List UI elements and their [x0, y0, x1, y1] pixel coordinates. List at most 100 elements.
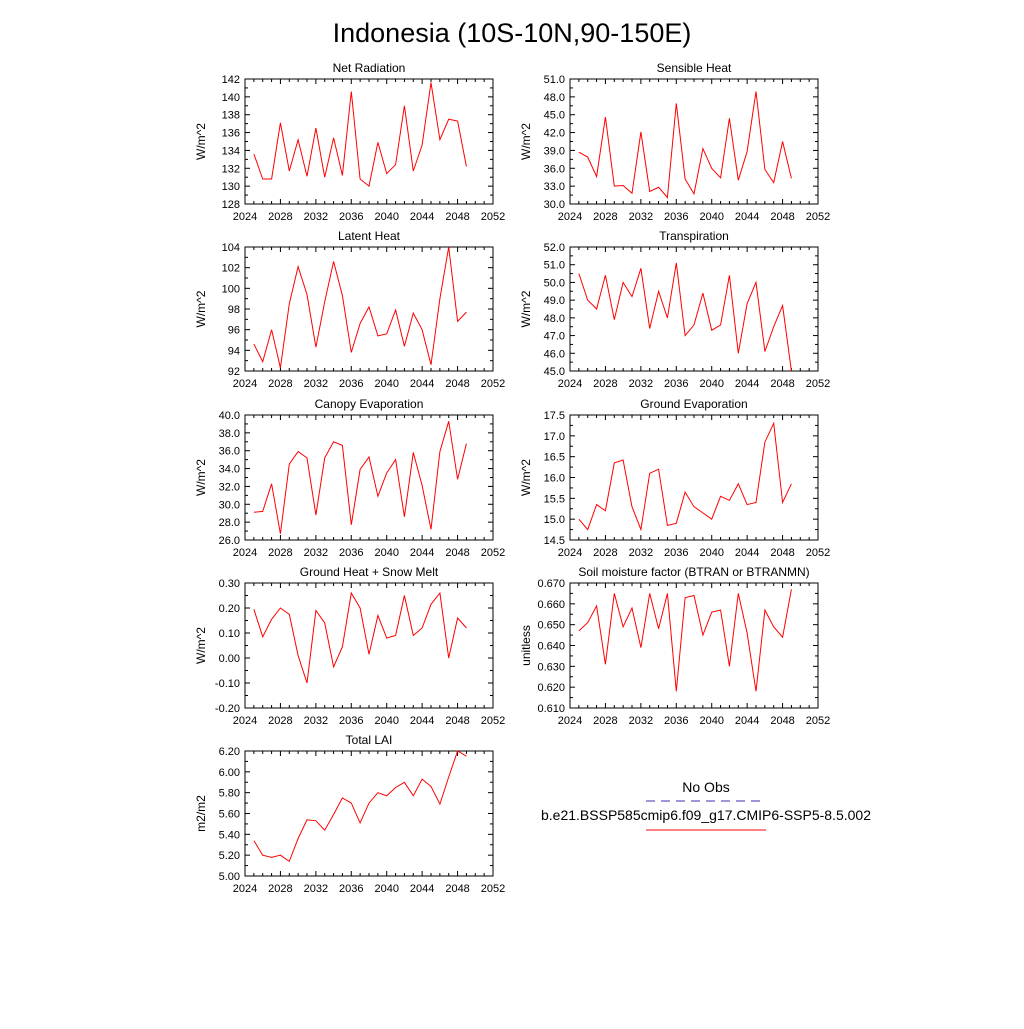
- y-tick-label: 140: [222, 92, 240, 104]
- y-tick-label: 92: [228, 366, 240, 378]
- y-tick-label: 34.0: [219, 464, 240, 476]
- plot-frame: [244, 582, 494, 709]
- panel-5: Canopy Evaporation W/m^2 2024 2028 2032 2036 2…: [194, 397, 505, 559]
- x-tick-label: 2052: [481, 715, 505, 727]
- x-tick-label: 2052: [481, 547, 505, 559]
- y-tick-label: 136: [222, 128, 240, 140]
- x-tick-label: 2036: [664, 547, 688, 559]
- x-tick-label: 2048: [770, 715, 794, 727]
- x-tick-label: 2032: [304, 883, 328, 895]
- y-tick-label: 0.630: [537, 661, 565, 673]
- x-tick-label: 2028: [268, 715, 292, 727]
- y-tick-label: 33.0: [544, 181, 565, 193]
- x-tick-label: 2036: [664, 378, 688, 390]
- x-tick-label: 2028: [593, 378, 617, 390]
- x-tick-label: 2036: [339, 883, 363, 895]
- y-tick-label: 52.0: [544, 242, 565, 254]
- x-tick-label: 2024: [233, 547, 257, 559]
- series-line: [253, 421, 467, 534]
- y-tick-label: 40.0: [219, 410, 240, 422]
- x-tick-label: 2032: [629, 378, 653, 390]
- y-tick-label: 49.0: [544, 295, 565, 307]
- panel-2: Sensible Heat W/m^2 2024 2028 2032 2036 2040 20…: [519, 61, 830, 223]
- y-tick-label: 132: [222, 163, 240, 175]
- y-tick-label: 36.0: [544, 163, 565, 175]
- y-axis-label: W/m^2: [194, 459, 208, 496]
- y-tick-label: 142: [222, 74, 240, 86]
- figure-title: Indonesia (10S-10N,90-150E): [333, 18, 692, 48]
- panel-title: Ground Evaporation: [640, 397, 747, 411]
- x-tick-label: 2052: [806, 715, 830, 727]
- y-tick-label: 6.00: [219, 767, 240, 779]
- y-axis-label: W/m^2: [194, 627, 208, 664]
- x-tick-label: 2024: [233, 715, 257, 727]
- x-tick-label: 2028: [268, 883, 292, 895]
- x-tick-label: 2044: [410, 715, 434, 727]
- y-tick-label: 5.00: [219, 871, 240, 883]
- y-tick-label: 30.0: [219, 499, 240, 511]
- y-axis-label: W/m^2: [194, 290, 208, 327]
- series-line: [578, 589, 792, 692]
- x-tick-label: 2052: [806, 547, 830, 559]
- x-tick-label: 2036: [339, 715, 363, 727]
- x-tick-label: 2032: [629, 547, 653, 559]
- y-tick-label: 14.5: [544, 535, 565, 547]
- x-tick-label: 2028: [593, 547, 617, 559]
- x-tick-label: 2040: [699, 378, 723, 390]
- y-tick-label: 17.5: [544, 410, 565, 422]
- x-tick-label: 2032: [629, 715, 653, 727]
- y-tick-label: 5.40: [219, 829, 240, 841]
- x-tick-label: 2044: [735, 378, 759, 390]
- y-tick-label: 134: [222, 145, 240, 157]
- panel-4: Transpiration W/m^2 2024 2028 2032 2036 2040 20…: [519, 229, 830, 390]
- y-tick-label: 98: [228, 304, 240, 316]
- x-tick-label: 2040: [374, 715, 398, 727]
- x-tick-label: 2044: [735, 211, 759, 223]
- y-tick-label: 0.640: [537, 641, 565, 653]
- x-tick-label: 2048: [445, 547, 469, 559]
- x-tick-label: 2048: [770, 378, 794, 390]
- y-tick-label: 17.0: [544, 431, 565, 443]
- panel-title: Latent Heat: [338, 229, 401, 243]
- y-tick-label: 16.0: [544, 473, 565, 485]
- x-tick-label: 2028: [268, 211, 292, 223]
- x-tick-label: 2048: [445, 211, 469, 223]
- y-tick-label: 5.80: [219, 788, 240, 800]
- y-axis-label: W/m^2: [519, 290, 533, 327]
- y-tick-label: 102: [222, 263, 240, 275]
- y-tick-label: 36.0: [219, 446, 240, 458]
- x-tick-label: 2040: [699, 547, 723, 559]
- x-tick-label: 2040: [374, 547, 398, 559]
- y-tick-label: 94: [228, 345, 240, 357]
- y-tick-label: 0.30: [219, 578, 240, 590]
- panel-8: Soil moisture factor (BTRAN or BTRANMN) u…: [519, 565, 830, 727]
- series-line: [253, 750, 467, 863]
- y-tick-label: 15.5: [544, 493, 565, 505]
- panel-title: Ground Heat + Snow Melt: [300, 565, 439, 579]
- x-tick-label: 2032: [304, 211, 328, 223]
- x-tick-label: 2036: [339, 547, 363, 559]
- x-tick-label: 2024: [558, 547, 582, 559]
- x-tick-label: 2036: [664, 211, 688, 223]
- y-tick-label: 16.5: [544, 452, 565, 464]
- x-tick-label: 2036: [339, 378, 363, 390]
- x-tick-label: 2044: [410, 547, 434, 559]
- x-tick-label: 2036: [339, 211, 363, 223]
- panel-9: Total LAI m2/m2 2024 2028 2032 2036 2040 2044 20…: [194, 733, 505, 895]
- y-tick-label: 26.0: [219, 535, 240, 547]
- x-tick-label: 2024: [558, 715, 582, 727]
- x-tick-label: 2032: [629, 211, 653, 223]
- y-tick-label: 104: [222, 242, 240, 254]
- y-tick-label: 0.610: [537, 703, 565, 715]
- x-tick-label: 2032: [304, 378, 328, 390]
- y-tick-label: 28.0: [219, 517, 240, 529]
- y-tick-label: 0.20: [219, 603, 240, 615]
- legend: No Obs b.e21.BSSP585cmip6.f09_g17.CMIP6-…: [541, 779, 871, 831]
- y-tick-label: 0.670: [537, 578, 565, 590]
- y-tick-label: 5.60: [219, 809, 240, 821]
- y-tick-label: 47.0: [544, 331, 565, 343]
- x-tick-label: 2044: [410, 211, 434, 223]
- panel-title: Canopy Evaporation: [315, 397, 424, 411]
- y-tick-label: 50.0: [544, 277, 565, 289]
